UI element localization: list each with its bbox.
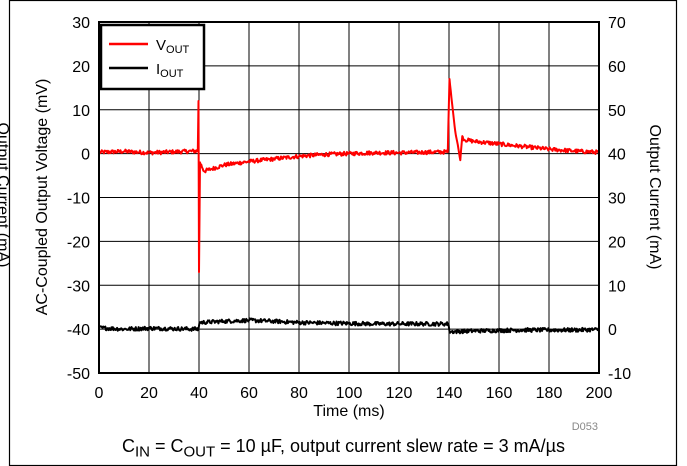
series-line-iout xyxy=(98,317,600,335)
y-left-tick-label: 30 xyxy=(72,15,90,32)
y-axis-label-left: AC-Coupled Output Voltage (mV) xyxy=(34,79,51,316)
y-left-tick-label: 10 xyxy=(72,103,90,120)
y-right-tick-label: 70 xyxy=(608,15,626,32)
plot-border xyxy=(98,21,600,374)
y-right-tick-label: 30 xyxy=(608,191,626,208)
plot-series xyxy=(98,78,600,335)
y-right-tick-label: 20 xyxy=(608,234,626,251)
x-tick-label: 200 xyxy=(586,385,613,402)
legend: VOUT IOUT xyxy=(99,23,206,91)
legend-box xyxy=(99,23,206,91)
x-tick-label: 180 xyxy=(536,385,563,402)
x-tick-label: 100 xyxy=(336,385,363,402)
figure-id: D053 xyxy=(572,421,598,433)
y-right-tick-label: 10 xyxy=(608,278,626,295)
y-right-tick-label: 40 xyxy=(608,147,626,164)
x-tick-label: 0 xyxy=(95,385,104,402)
y-right-tick-label: 0 xyxy=(608,322,617,339)
far-left-axis-label: Output Current (mA) xyxy=(0,123,11,268)
y-left-tick-label: -40 xyxy=(67,322,90,339)
x-tick-label: 80 xyxy=(290,385,308,402)
y-axis-label-right: Output Current (mA) xyxy=(646,125,663,270)
figure-caption: CIN = COUT = 10 µF, output current slew … xyxy=(121,436,566,461)
y-left-tick-label: -10 xyxy=(67,191,90,208)
series-line-vout xyxy=(98,78,600,274)
x-tick-label: 60 xyxy=(240,385,258,402)
y-right-tick-label: 50 xyxy=(608,103,626,120)
x-tick-label: 120 xyxy=(386,385,413,402)
y-left-tick-label: -20 xyxy=(67,234,90,251)
y-left-tick-label: 0 xyxy=(81,147,90,164)
y-right-tick-label: -10 xyxy=(608,366,631,383)
y-left-tick-label: 20 xyxy=(72,59,90,76)
x-tick-label: 40 xyxy=(190,385,208,402)
x-tick-label: 140 xyxy=(436,385,463,402)
x-tick-label: 20 xyxy=(140,385,158,402)
x-axis-label: Time (ms) xyxy=(313,403,384,420)
x-tick-label: 160 xyxy=(486,385,513,402)
y-left-tick-label: -50 xyxy=(67,366,90,383)
legend-label-iout: IOUT xyxy=(156,61,184,80)
y-right-tick-label: 60 xyxy=(608,59,626,76)
y-left-tick-label: -30 xyxy=(67,278,90,295)
legend-label-vout: VOUT xyxy=(156,37,190,56)
